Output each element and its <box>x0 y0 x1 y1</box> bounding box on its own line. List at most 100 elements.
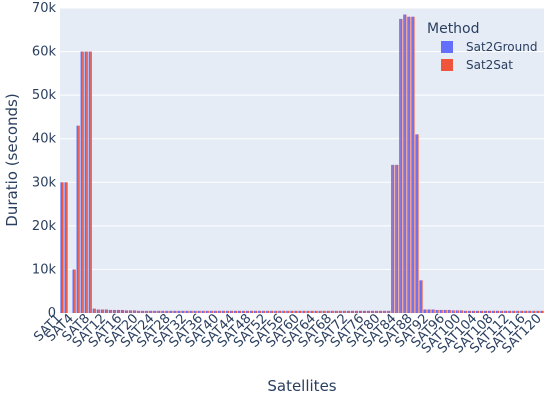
bar-sat2ground-sat59[interactable] <box>294 310 296 313</box>
bar-sat2sat-sat81[interactable] <box>384 310 387 313</box>
bar-sat2sat-sat43[interactable] <box>231 310 234 313</box>
bar-sat2sat-sat49[interactable] <box>255 310 258 313</box>
bar-sat2sat-sat76[interactable] <box>364 310 367 313</box>
bar-sat2ground-sat16[interactable] <box>120 309 123 313</box>
bar-sat2ground-sat43[interactable] <box>229 310 232 313</box>
bar-sat2sat-sat28[interactable] <box>170 310 173 313</box>
bar-sat2ground-sat102[interactable] <box>467 310 470 313</box>
bar-sat2sat-sat34[interactable] <box>195 310 197 313</box>
bar-sat2sat-sat14[interactable] <box>114 309 117 313</box>
bar-sat2sat-sat89[interactable] <box>416 134 419 313</box>
bar-sat2ground-sat41[interactable] <box>221 310 224 313</box>
bar-sat2ground-sat107[interactable] <box>487 310 490 313</box>
bar-sat2sat-sat91[interactable] <box>425 309 427 313</box>
bar-sat2sat-sat16[interactable] <box>122 309 125 313</box>
bar-sat2sat-sat21[interactable] <box>142 310 145 313</box>
bar-sat2sat-sat57[interactable] <box>287 310 290 313</box>
bar-sat2ground-sat18[interactable] <box>128 310 131 313</box>
bar-sat2sat-sat10[interactable] <box>98 309 100 313</box>
bar-sat2sat-sat78[interactable] <box>372 310 375 313</box>
bar-sat2ground-sat31[interactable] <box>181 310 184 313</box>
bar-sat2ground-sat104[interactable] <box>475 310 478 313</box>
bar-sat2ground-sat21[interactable] <box>141 310 143 313</box>
bar-sat2ground-sat109[interactable] <box>496 310 498 313</box>
bar-sat2sat-sat104[interactable] <box>477 310 480 313</box>
bar-sat2ground-sat83[interactable] <box>391 164 393 313</box>
bar-sat2sat-sat51[interactable] <box>263 310 266 313</box>
bar-sat2ground-sat72[interactable] <box>346 310 349 313</box>
bar-sat2sat-sat107[interactable] <box>489 310 492 313</box>
bar-sat2sat-sat60[interactable] <box>299 310 302 313</box>
bar-sat2sat-sat114[interactable] <box>517 310 520 313</box>
bar-sat2ground-sat33[interactable] <box>189 310 192 313</box>
bar-sat2ground-sat100[interactable] <box>459 310 462 313</box>
bar-sat2sat-sat18[interactable] <box>130 310 133 313</box>
bar-sat2sat-sat25[interactable] <box>158 310 161 313</box>
bar-sat2sat-sat88[interactable] <box>412 16 415 314</box>
bar-sat2ground-sat80[interactable] <box>379 310 381 313</box>
bar-sat2ground-sat97[interactable] <box>447 309 450 313</box>
bar-sat2ground-sat36[interactable] <box>201 310 204 313</box>
bar-sat2ground-sat55[interactable] <box>278 310 280 313</box>
bar-sat2ground-sat99[interactable] <box>455 310 458 313</box>
bar-sat2sat-sat97[interactable] <box>449 309 451 313</box>
bar-sat2sat-sat37[interactable] <box>207 310 209 313</box>
bar-sat2sat-sat67[interactable] <box>328 310 330 313</box>
bar-sat2sat-sat7[interactable] <box>86 51 88 313</box>
bar-sat2ground-sat7[interactable] <box>84 51 87 313</box>
bar-sat2ground-sat48[interactable] <box>249 310 252 313</box>
bar-sat2ground-sat63[interactable] <box>310 310 313 313</box>
bar-sat2ground-sat35[interactable] <box>197 310 200 313</box>
bar-sat2sat-sat77[interactable] <box>368 310 371 313</box>
bar-sat2sat-sat35[interactable] <box>199 310 201 313</box>
bar-sat2sat-sat40[interactable] <box>219 310 221 313</box>
bar-sat2ground-sat79[interactable] <box>375 310 377 313</box>
bar-sat2ground-sat113[interactable] <box>512 310 514 313</box>
bar-sat2ground-sat106[interactable] <box>483 310 486 313</box>
bar-sat2sat-sat47[interactable] <box>247 310 250 313</box>
bar-sat2sat-sat54[interactable] <box>275 310 278 313</box>
bar-sat2ground-sat94[interactable] <box>435 309 438 313</box>
bar-sat2sat-sat87[interactable] <box>408 16 411 314</box>
bar-sat2sat-sat56[interactable] <box>283 310 286 313</box>
bar-sat2sat-sat63[interactable] <box>312 310 314 313</box>
bar-sat2sat-sat39[interactable] <box>215 310 217 313</box>
bar-sat2sat-sat79[interactable] <box>376 310 379 313</box>
bar-sat2ground-sat57[interactable] <box>286 310 288 313</box>
bar-sat2sat-sat105[interactable] <box>481 310 484 313</box>
bar-sat2ground-sat92[interactable] <box>427 309 430 313</box>
bar-sat2ground-sat91[interactable] <box>423 309 426 313</box>
bar-sat2sat-sat102[interactable] <box>469 310 471 313</box>
bar-sat2sat-sat90[interactable] <box>420 280 423 313</box>
bar-sat2sat-sat20[interactable] <box>138 310 141 313</box>
bar-sat2sat-sat24[interactable] <box>154 310 157 313</box>
bar-sat2ground-sat58[interactable] <box>290 310 292 313</box>
bar-sat2sat-sat92[interactable] <box>429 309 431 313</box>
bar-sat2ground-sat120[interactable] <box>540 310 542 313</box>
bar-sat2sat-sat98[interactable] <box>453 310 455 313</box>
bar-sat2sat-sat58[interactable] <box>291 310 294 313</box>
bar-sat2sat-sat29[interactable] <box>174 310 177 313</box>
bar-sat2sat-sat84[interactable] <box>396 164 399 313</box>
bar-sat2sat-sat8[interactable] <box>90 51 92 313</box>
bar-sat2ground-sat10[interactable] <box>96 309 99 313</box>
bar-sat2ground-sat101[interactable] <box>463 310 466 313</box>
bar-sat2ground-sat78[interactable] <box>370 310 373 313</box>
bar-sat2ground-sat67[interactable] <box>326 310 329 313</box>
bar-sat2ground-sat61[interactable] <box>302 310 305 313</box>
bar-sat2ground-sat39[interactable] <box>213 310 216 313</box>
legend-item-sat2ground[interactable]: Sat2Ground <box>441 40 537 54</box>
bar-sat2sat-sat118[interactable] <box>533 310 536 313</box>
bar-sat2ground-sat49[interactable] <box>254 310 256 313</box>
bar-sat2ground-sat53[interactable] <box>270 310 272 313</box>
legend-item-sat2sat[interactable]: Sat2Sat <box>441 58 513 72</box>
bar-sat2ground-sat40[interactable] <box>217 310 220 313</box>
bar-sat2ground-sat74[interactable] <box>354 310 357 313</box>
bar-sat2sat-sat119[interactable] <box>537 310 540 313</box>
bar-sat2sat-sat99[interactable] <box>457 310 459 313</box>
bar-sat2ground-sat54[interactable] <box>274 310 276 313</box>
bar-sat2sat-sat26[interactable] <box>162 310 165 313</box>
bar-sat2ground-sat88[interactable] <box>411 16 413 314</box>
bar-sat2ground-sat23[interactable] <box>149 310 151 313</box>
bar-sat2sat-sat110[interactable] <box>501 310 504 313</box>
